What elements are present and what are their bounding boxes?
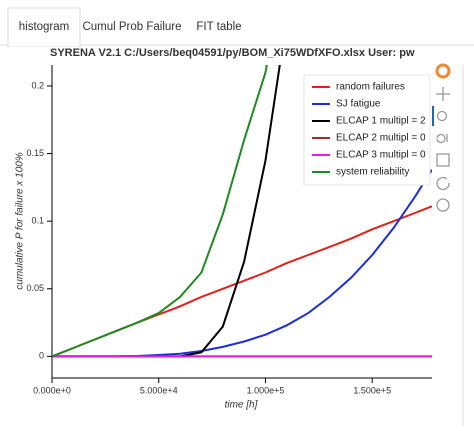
toolbar [432,63,451,212]
y-tick-label: 0 [39,351,44,361]
legend-label: SJ fatigue [336,99,381,110]
tab[interactable]: histogram [19,21,70,33]
x-axis-label: time [h] [225,400,258,411]
x-tick-label: 1.000e+5 [247,385,285,395]
tab[interactable]: FIT table [196,21,241,33]
legend-label: system reliability [336,167,409,178]
x-tick-label: 1.500e+5 [353,385,391,395]
wheel-tool[interactable] [436,133,448,144]
plot-area [52,65,432,358]
axes: 0 0.05 0.1 0.15 0.2 0.000e+0 5.000e+4 1.000e+5 1… [26,65,432,395]
x-tick-label: 0.000e+0 [33,385,71,395]
reset-tool[interactable] [436,176,450,191]
legend: random failures SJ fatigue ELCAP 1 multipl… [303,74,431,186]
x-tick-label: 5.000e+4 [140,385,178,395]
zoom-tool[interactable] [436,110,448,122]
help-tool[interactable] [436,198,450,212]
legend-box [303,74,431,186]
active-tool-marker [432,106,434,126]
y-axis-label: cumulative P for failure x 100% [15,152,26,290]
y-tick-label: 0.2 [31,80,44,90]
legend-label: random failures [336,82,405,93]
logo [435,63,451,79]
pan-tool[interactable] [436,87,450,101]
y-tick-label: 0.05 [26,283,44,293]
tab[interactable]: Cumul Prob Failure [82,21,181,33]
series-line [52,169,432,358]
legend-label: ELCAP 1 multipl = 2 [336,116,426,127]
save-tool[interactable] [436,153,450,167]
y-tick-label: 0.15 [26,148,44,158]
y-tick-label: 0.1 [31,216,44,226]
chart-title: SYRENA V2.1 C:/Users/beq04591/py/BOM_Xi7… [50,47,415,59]
legend-label: ELCAP 2 multipl = 0 [336,133,426,144]
legend-label: ELCAP 3 multipl = 0 [336,150,426,161]
series-line [52,65,268,358]
